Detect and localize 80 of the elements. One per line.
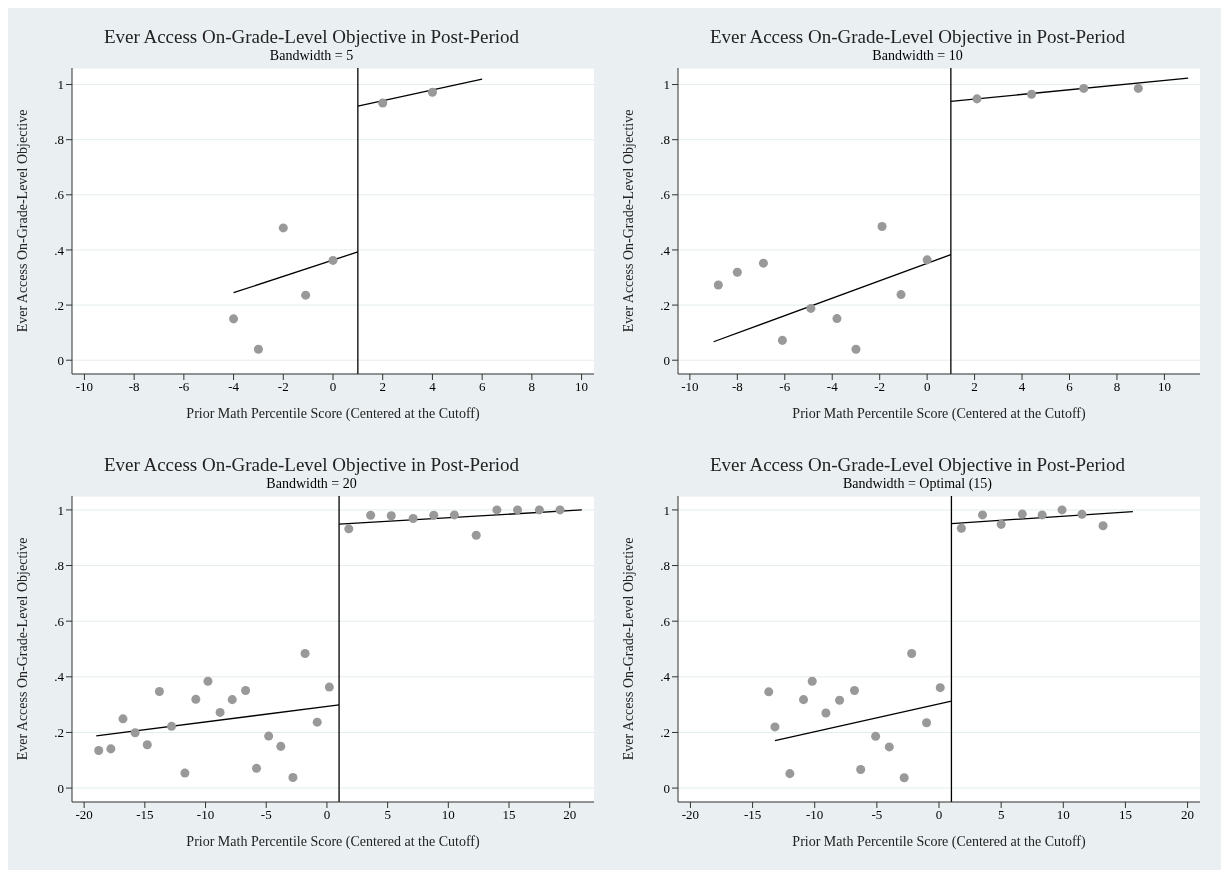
x-tick-label: 8 bbox=[1113, 379, 1120, 395]
y-tick-label: 0 bbox=[663, 780, 670, 796]
x-tick-label: 0 bbox=[329, 379, 336, 395]
chart-subtitle: Bandwidth = 5 bbox=[268, 48, 355, 64]
x-tick-label: -2 bbox=[277, 379, 289, 395]
y-axis-title: Ever Access On-Grade-Level Objective bbox=[620, 537, 636, 761]
y-tick-label: .2 bbox=[659, 297, 670, 313]
y-axis-title: Ever Access On-Grade-Level Objective bbox=[620, 109, 636, 333]
x-tick-label: 10 bbox=[574, 379, 588, 395]
x-tick-label: 4 bbox=[428, 379, 436, 395]
x-tick-label: -15 bbox=[135, 807, 154, 823]
x-tick-label: 20 bbox=[562, 807, 576, 823]
x-tick-label: 0 bbox=[935, 807, 942, 823]
x-tick-label: 15 bbox=[502, 807, 516, 823]
x-tick-label: -10 bbox=[680, 379, 699, 395]
x-tick-label: -15 bbox=[743, 807, 761, 823]
y-tick-label: 0 bbox=[57, 780, 64, 796]
chart-title: Ever Access On-Grade-Level Objective in Post-Period bbox=[102, 26, 521, 48]
y-axis-title: Ever Access On-Grade-Level Objective bbox=[14, 109, 30, 333]
y-tick-label: 1 bbox=[57, 77, 64, 93]
x-axis-title: Prior Math Percentile Score (Centered at the Cutoff) bbox=[185, 834, 480, 850]
x-axis-title: Prior Math Percentile Score (Centered at the Cutoff) bbox=[185, 406, 480, 422]
y-tick-label: .2 bbox=[53, 297, 64, 313]
x-axis-title: Prior Math Percentile Score (Centered at the Cutoff) bbox=[791, 406, 1086, 422]
y-tick-label: .4 bbox=[659, 242, 670, 258]
x-tick-label: -20 bbox=[681, 807, 699, 823]
x-tick-label: -8 bbox=[731, 379, 743, 395]
x-tick-label: -6 bbox=[177, 379, 190, 395]
x-axis-title: Prior Math Percentile Score (Centered at the Cutoff) bbox=[791, 834, 1086, 850]
y-tick-label: .2 bbox=[659, 725, 670, 741]
y-tick-label: .2 bbox=[53, 725, 64, 741]
y-tick-label: 1 bbox=[663, 77, 670, 93]
x-tick-label: 20 bbox=[1180, 807, 1194, 823]
x-tick-label: -4 bbox=[227, 379, 239, 395]
x-tick-label: -8 bbox=[128, 379, 140, 395]
chart-subtitle: Bandwidth = 20 bbox=[265, 476, 358, 492]
y-axis-title: Ever Access On-Grade-Level Objective bbox=[14, 537, 30, 761]
chart-subtitle: Bandwidth = Optimal (15) bbox=[841, 476, 993, 492]
x-tick-label: 10 bbox=[1056, 807, 1070, 823]
y-tick-label: 1 bbox=[57, 502, 64, 518]
chart-title: Ever Access On-Grade-Level Objective in Post-Period bbox=[102, 454, 521, 476]
y-tick-label: .8 bbox=[53, 132, 64, 148]
x-tick-label: -4 bbox=[826, 379, 838, 395]
y-tick-label: 0 bbox=[57, 352, 64, 368]
x-tick-label: -10 bbox=[805, 807, 823, 823]
y-tick-label: .8 bbox=[659, 132, 670, 148]
x-tick-label: 10 bbox=[1157, 379, 1171, 395]
x-tick-label: -20 bbox=[74, 807, 93, 823]
x-tick-label: 0 bbox=[923, 379, 930, 395]
y-tick-label: .6 bbox=[659, 187, 670, 203]
x-tick-label: 5 bbox=[997, 807, 1004, 823]
y-tick-label: 1 bbox=[663, 502, 670, 518]
x-tick-label: -10 bbox=[196, 807, 214, 823]
y-tick-label: .4 bbox=[53, 669, 64, 685]
x-tick-label: -10 bbox=[75, 379, 93, 395]
x-tick-label: 6 bbox=[478, 379, 486, 395]
x-tick-label: 6 bbox=[1065, 379, 1073, 395]
x-tick-label: 2 bbox=[970, 379, 978, 395]
x-tick-label: -2 bbox=[873, 379, 885, 395]
y-tick-label: .4 bbox=[659, 669, 670, 685]
y-tick-label: .8 bbox=[659, 558, 670, 574]
x-tick-label: 0 bbox=[323, 807, 330, 823]
chart-subtitle: Bandwidth = 10 bbox=[871, 48, 964, 64]
y-tick-label: .8 bbox=[53, 558, 64, 574]
y-tick-label: .6 bbox=[53, 187, 64, 203]
x-tick-label: -6 bbox=[778, 379, 791, 395]
x-tick-label: 8 bbox=[528, 379, 535, 395]
y-tick-label: .6 bbox=[659, 613, 670, 629]
y-tick-label: .6 bbox=[53, 613, 64, 629]
x-tick-label: 5 bbox=[383, 807, 391, 823]
x-tick-label: 15 bbox=[1118, 807, 1132, 823]
x-tick-label: -5 bbox=[870, 807, 882, 823]
y-tick-label: 0 bbox=[663, 352, 670, 368]
x-tick-label: -5 bbox=[260, 807, 272, 823]
chart-title: Ever Access On-Grade-Level Objective in Post-Period bbox=[708, 26, 1127, 48]
y-tick-label: .4 bbox=[53, 242, 64, 258]
chart-title: Ever Access On-Grade-Level Objective in Post-Period bbox=[708, 454, 1127, 476]
x-tick-label: 10 bbox=[441, 807, 455, 823]
x-tick-label: 2 bbox=[378, 379, 386, 395]
x-tick-label: 4 bbox=[1018, 379, 1026, 395]
